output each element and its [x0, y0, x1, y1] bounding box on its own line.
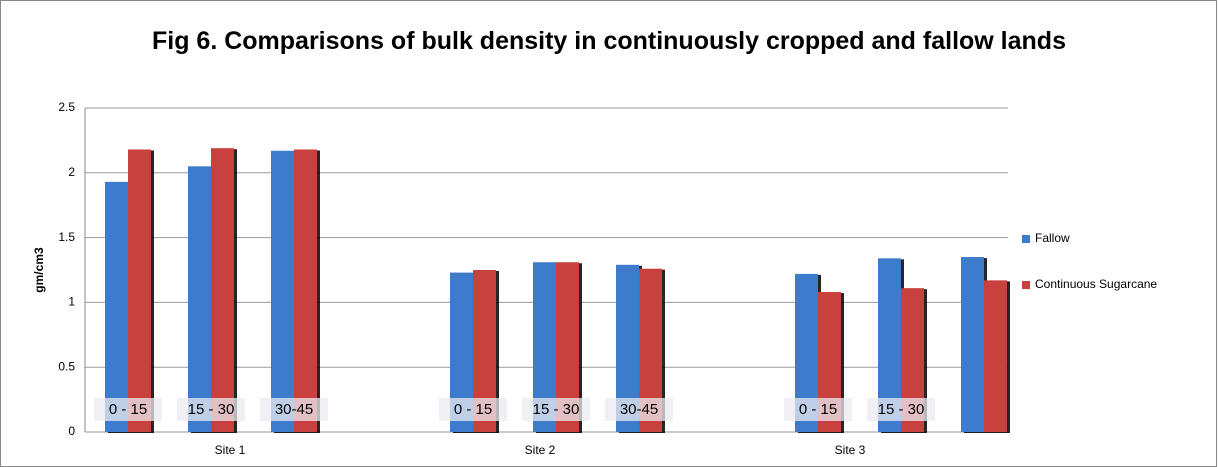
category-label-box: [522, 398, 590, 421]
group-label: Site 2: [525, 443, 556, 457]
bar: [878, 258, 901, 432]
bar: [556, 262, 579, 432]
category-label-box: [260, 398, 328, 421]
bar: [961, 257, 984, 432]
category-label-box: [867, 398, 935, 421]
category-label-box: [177, 398, 245, 421]
legend-label: Continuous Sugarcane: [1035, 277, 1157, 291]
category-label-box: [605, 398, 673, 421]
category-label: 0 - 15: [799, 401, 837, 418]
bar: [105, 181, 128, 432]
y-axis-label: gm/cm3: [32, 247, 46, 293]
category-label: 15 - 30: [533, 401, 580, 418]
bar: [473, 270, 496, 432]
category-label-box: [784, 398, 852, 421]
y-tick-label: 1.5: [58, 230, 75, 244]
chart-title: Fig 6. Comparisons of bulk density in co…: [152, 27, 1066, 55]
bar: [818, 292, 841, 432]
category-label: 30-45: [620, 401, 658, 418]
bar: [128, 149, 151, 433]
category-label: 15 - 30: [878, 401, 925, 418]
group-label: Site 3: [835, 443, 866, 457]
bar: [294, 149, 317, 433]
bar: [188, 166, 211, 432]
bar: [533, 262, 556, 432]
bar: [450, 272, 473, 432]
bar: [211, 148, 234, 432]
y-tick-label: 2: [68, 165, 75, 179]
legend-swatch: [1022, 235, 1030, 243]
y-tick-label: 1: [68, 295, 75, 309]
bar: [984, 280, 1007, 432]
category-label-box: [439, 398, 507, 421]
y-tick-label: 2.5: [58, 100, 75, 114]
y-tick-label: 0: [68, 424, 75, 438]
bar: [271, 150, 294, 432]
bar: [639, 268, 662, 432]
bar: [795, 273, 818, 432]
category-label: 0 - 15: [109, 401, 147, 418]
y-tick-label: 0.5: [58, 359, 75, 373]
category-label: 15 - 30: [188, 401, 235, 418]
category-label: 0 - 15: [454, 401, 492, 418]
bar: [901, 288, 924, 432]
legend-swatch: [1022, 281, 1030, 289]
legend-label: Fallow: [1035, 231, 1070, 245]
category-label: 30-45: [275, 401, 313, 418]
bar: [616, 264, 639, 432]
group-label: Site 1: [215, 443, 246, 457]
category-label-box: [94, 398, 162, 421]
